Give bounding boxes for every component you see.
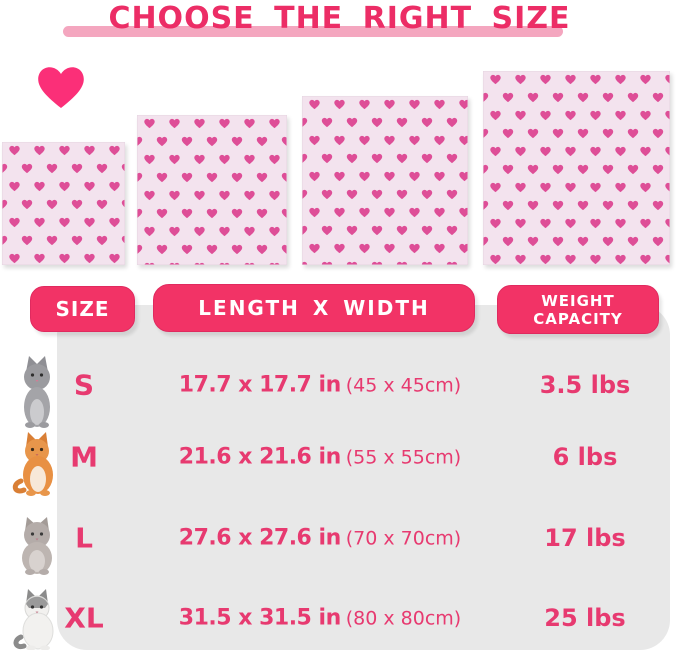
dimensions-inches: 17.7 x 17.7 in [178, 372, 341, 398]
pad-swatch-l [302, 96, 468, 265]
page-title: CHOOSE THE RIGHT SIZE [108, 1, 571, 36]
column-header-weight-capacity-label: WEIGHT CAPACITY [533, 291, 623, 328]
column-header-weight-capacity: WEIGHT CAPACITY [497, 285, 659, 334]
dimensions-value: 27.6 x 27.6 in (70 x 70cm) [135, 526, 505, 551]
fluffy-gray-cat-photo [22, 517, 52, 575]
size-label: L [75, 521, 93, 555]
orange-tabby-cat-photo [12, 432, 53, 496]
table-row-m: M 21.6 x 21.6 in (55 x 55cm) 6 lbs [0, 417, 679, 497]
table-row-s: S 17.7 x 17.7 in (45 x 45cm) 3.5 lbs [0, 345, 679, 425]
dimensions-cm: (45 x 45cm) [345, 374, 462, 397]
column-header-size: SIZE [30, 286, 135, 332]
weight-value: 17 lbs [544, 524, 626, 552]
dimensions-value: 17.7 x 17.7 in (45 x 45cm) [135, 373, 505, 398]
weight-value: 25 lbs [544, 604, 626, 632]
dimensions-value: 21.6 x 21.6 in (55 x 55cm) [135, 445, 505, 470]
size-table-panel [57, 305, 670, 650]
table-row-l: L 27.6 x 27.6 in (70 x 70cm) 17 lbs [0, 498, 679, 578]
white-gray-cat-photo [13, 589, 54, 650]
dimensions-cm: (80 x 80cm) [345, 607, 462, 630]
dimensions-cm: (70 x 70cm) [345, 527, 462, 550]
column-header-length-width: LENGTH X WIDTH [153, 284, 475, 332]
size-label: S [73, 368, 95, 402]
dimensions-inches: 21.6 x 21.6 in [178, 444, 341, 470]
weight-value: 6 lbs [552, 443, 618, 471]
size-label: M [70, 440, 98, 474]
size-label: XL [64, 601, 104, 635]
weight-value: 3.5 lbs [539, 371, 631, 399]
gray-kitten-photo [24, 356, 50, 428]
dimensions-inches: 31.5 x 31.5 in [178, 605, 341, 631]
pad-swatch-s [2, 142, 125, 265]
pad-swatch-m [137, 115, 287, 265]
dimensions-value: 31.5 x 31.5 in (80 x 80cm) [135, 606, 505, 631]
dimensions-cm: (55 x 55cm) [345, 446, 462, 469]
title-underline [63, 26, 563, 37]
pad-swatch-xl [483, 71, 670, 265]
table-row-xl: XL 31.5 x 31.5 in (80 x 80cm) 25 lbs [0, 578, 679, 658]
heart-icon [38, 67, 84, 108]
dimensions-inches: 27.6 x 27.6 in [178, 525, 341, 551]
